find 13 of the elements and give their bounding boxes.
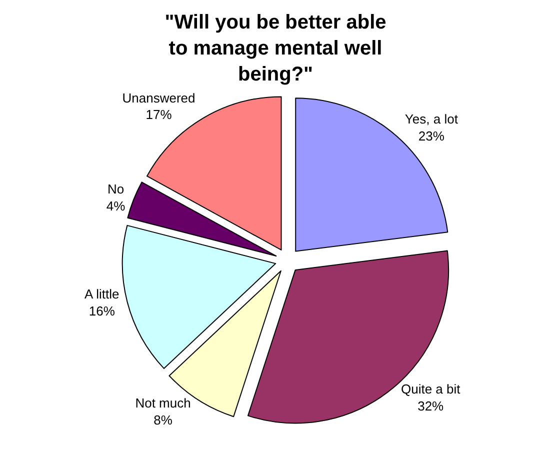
data-label: 17% [146,107,172,122]
chart-title: "Will you be better able to manage mental well being?" [164,12,386,86]
slice-label: Not much [135,396,191,411]
slice-label: Quite a bit [400,382,461,397]
slice-label: Yes, a lot [404,111,458,126]
slice-label: Unanswered [122,90,196,106]
data-label: 16% [88,304,116,319]
data-label: 32% [418,398,444,414]
data-label: 4% [106,198,126,214]
data-label: 23% [418,128,445,144]
slice-label: A little [84,286,120,302]
data-label: 8% [154,412,173,428]
slice-label: No [108,181,124,196]
